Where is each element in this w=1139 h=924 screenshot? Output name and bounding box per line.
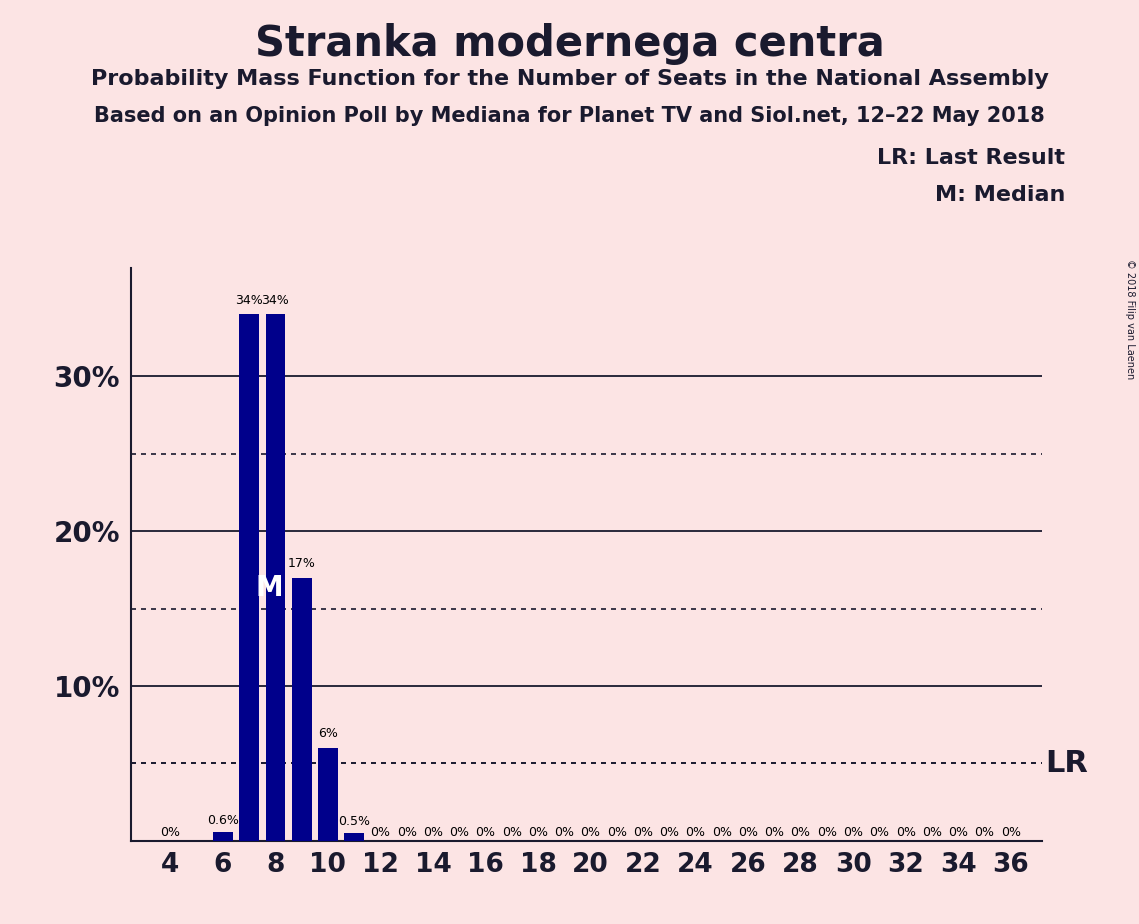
Text: 0%: 0% — [396, 826, 417, 839]
Text: 0%: 0% — [581, 826, 600, 839]
Text: 0%: 0% — [528, 826, 548, 839]
Text: 0%: 0% — [974, 826, 994, 839]
Text: LR: LR — [1044, 749, 1088, 778]
Text: 0%: 0% — [895, 826, 916, 839]
Text: 17%: 17% — [288, 557, 316, 570]
Text: 6%: 6% — [318, 727, 338, 740]
Bar — [344, 833, 364, 841]
Text: M: Median: M: Median — [935, 185, 1065, 205]
Bar — [213, 832, 232, 841]
Text: 0%: 0% — [502, 826, 522, 839]
Text: 0%: 0% — [686, 826, 705, 839]
Text: 0.5%: 0.5% — [338, 816, 370, 829]
Text: 0%: 0% — [817, 826, 837, 839]
Text: LR: Last Result: LR: Last Result — [877, 148, 1065, 168]
Text: 0%: 0% — [1001, 826, 1021, 839]
Text: 0%: 0% — [712, 826, 732, 839]
Text: 0%: 0% — [948, 826, 968, 839]
Bar — [265, 314, 285, 841]
Text: 34%: 34% — [236, 294, 263, 307]
Text: M: M — [256, 574, 284, 602]
Text: 0%: 0% — [161, 826, 180, 839]
Text: 0.6%: 0.6% — [207, 814, 239, 827]
Bar — [318, 748, 338, 841]
Text: 0%: 0% — [659, 826, 679, 839]
Text: 0%: 0% — [607, 826, 626, 839]
Text: 0%: 0% — [764, 826, 785, 839]
Text: 0%: 0% — [921, 826, 942, 839]
Text: 0%: 0% — [869, 826, 890, 839]
Text: 0%: 0% — [555, 826, 574, 839]
Bar — [292, 578, 312, 841]
Text: 0%: 0% — [790, 826, 811, 839]
Text: 34%: 34% — [262, 294, 289, 307]
Text: 0%: 0% — [370, 826, 391, 839]
Text: Stranka modernega centra: Stranka modernega centra — [255, 23, 884, 65]
Text: Probability Mass Function for the Number of Seats in the National Assembly: Probability Mass Function for the Number… — [91, 69, 1048, 90]
Text: 0%: 0% — [475, 826, 495, 839]
Text: 0%: 0% — [633, 826, 653, 839]
Text: 0%: 0% — [738, 826, 759, 839]
Text: 0%: 0% — [843, 826, 863, 839]
Text: 0%: 0% — [449, 826, 469, 839]
Text: 0%: 0% — [423, 826, 443, 839]
Text: © 2018 Filip van Laenen: © 2018 Filip van Laenen — [1125, 259, 1134, 379]
Text: Based on an Opinion Poll by Mediana for Planet TV and Siol.net, 12–22 May 2018: Based on an Opinion Poll by Mediana for … — [95, 106, 1044, 127]
Bar — [239, 314, 259, 841]
